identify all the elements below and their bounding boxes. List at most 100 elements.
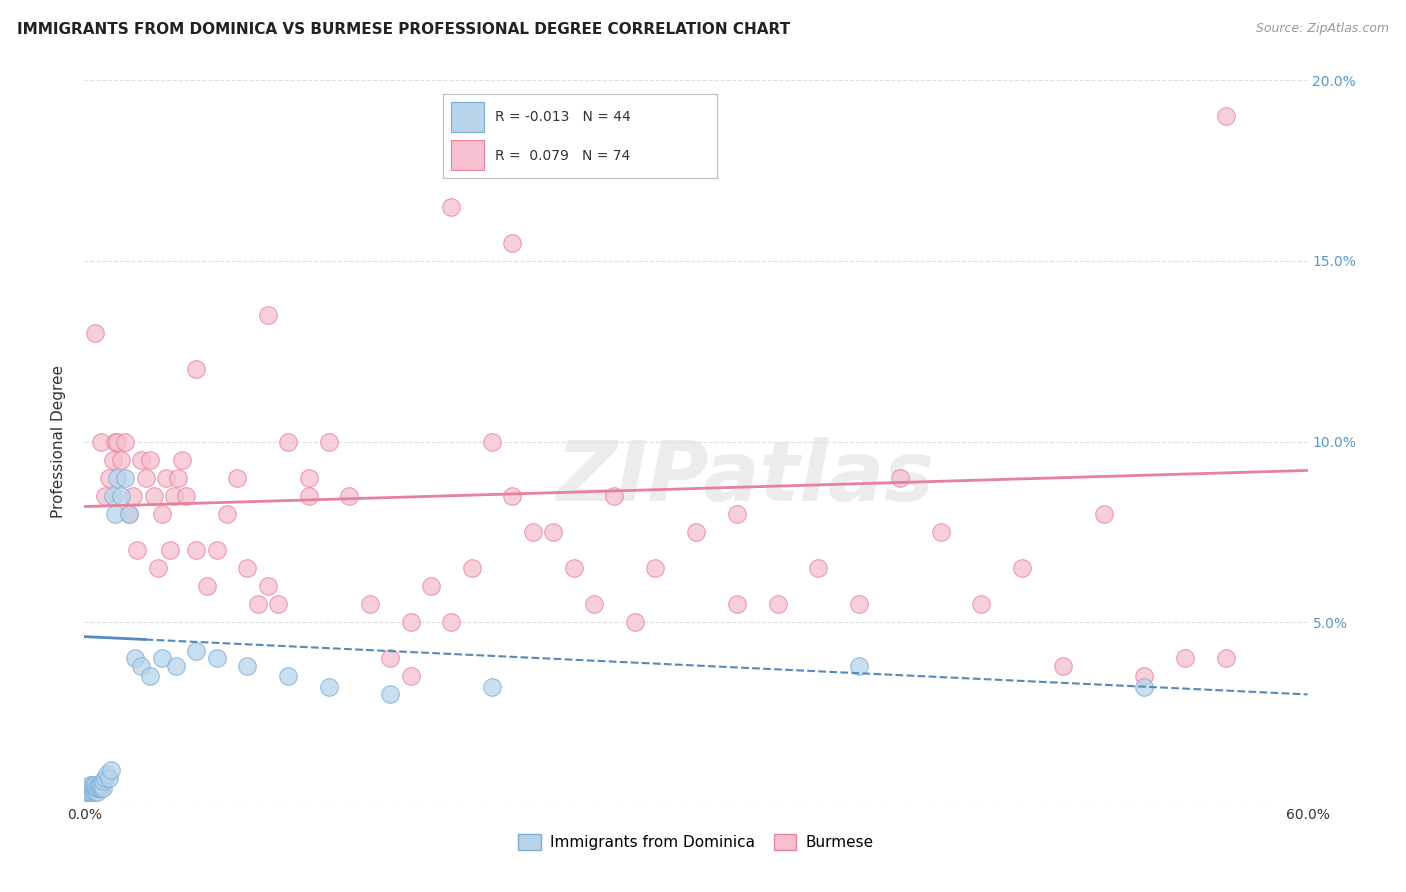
Burmese — [146, 561, 169, 575]
Immigrants from Dominica — [124, 651, 146, 665]
Burmese — [159, 542, 181, 557]
Burmese — [257, 579, 280, 593]
Burmese — [90, 434, 112, 449]
Burmese — [725, 507, 748, 521]
Burmese — [142, 489, 165, 503]
Immigrants from Dominica — [91, 774, 114, 789]
Immigrants from Dominica — [100, 764, 122, 778]
Immigrants from Dominica — [318, 680, 340, 694]
Burmese — [1215, 109, 1237, 123]
Burmese — [562, 561, 585, 575]
Burmese — [644, 561, 666, 575]
Burmese — [155, 471, 177, 485]
Burmese — [83, 326, 105, 340]
Burmese — [298, 489, 321, 503]
Immigrants from Dominica — [87, 778, 110, 792]
Burmese — [186, 362, 208, 376]
Text: R =  0.079   N = 74: R = 0.079 N = 74 — [495, 149, 630, 162]
Immigrants from Dominica — [91, 781, 114, 796]
Burmese — [277, 434, 299, 449]
Immigrants from Dominica — [75, 785, 97, 799]
Burmese — [583, 597, 606, 611]
Text: ZIPatlas: ZIPatlas — [555, 437, 934, 518]
Immigrants from Dominica — [131, 658, 153, 673]
Burmese — [131, 452, 153, 467]
Burmese — [1052, 658, 1074, 673]
Burmese — [246, 597, 269, 611]
Burmese — [267, 597, 290, 611]
Burmese — [1011, 561, 1033, 575]
Burmese — [970, 597, 993, 611]
Immigrants from Dominica — [97, 771, 120, 785]
Immigrants from Dominica — [138, 669, 160, 683]
Burmese — [359, 597, 381, 611]
Immigrants from Dominica — [205, 651, 228, 665]
Burmese — [93, 489, 115, 503]
Immigrants from Dominica — [79, 785, 101, 799]
Burmese — [502, 235, 524, 250]
Immigrants from Dominica — [1133, 680, 1156, 694]
Burmese — [195, 579, 218, 593]
Burmese — [543, 524, 565, 539]
Immigrants from Dominica — [104, 507, 127, 521]
Immigrants from Dominica — [114, 471, 136, 485]
Immigrants from Dominica — [150, 651, 173, 665]
Immigrants from Dominica — [77, 781, 100, 796]
Burmese — [122, 489, 145, 503]
Burmese — [172, 452, 194, 467]
Burmese — [522, 524, 544, 539]
Immigrants from Dominica — [82, 781, 104, 796]
Immigrants from Dominica — [90, 778, 112, 792]
Text: R = -0.013   N = 44: R = -0.013 N = 44 — [495, 111, 631, 124]
Burmese — [1174, 651, 1197, 665]
Text: Source: ZipAtlas.com: Source: ZipAtlas.com — [1256, 22, 1389, 36]
Burmese — [127, 542, 149, 557]
Immigrants from Dominica — [165, 658, 187, 673]
Y-axis label: Professional Degree: Professional Degree — [51, 365, 66, 518]
Burmese — [929, 524, 952, 539]
Bar — [451, 140, 484, 169]
Burmese — [420, 579, 443, 593]
Burmese — [399, 669, 422, 683]
Burmese — [889, 471, 911, 485]
Burmese — [603, 489, 626, 503]
Burmese — [101, 452, 124, 467]
Immigrants from Dominica — [105, 471, 128, 485]
Burmese — [174, 489, 197, 503]
Immigrants from Dominica — [79, 778, 101, 792]
Burmese — [257, 308, 280, 322]
Burmese — [217, 507, 239, 521]
Burmese — [624, 615, 647, 630]
Burmese — [167, 471, 190, 485]
Burmese — [339, 489, 361, 503]
Immigrants from Dominica — [86, 781, 108, 796]
Burmese — [186, 542, 208, 557]
Burmese — [1092, 507, 1115, 521]
Burmese — [1133, 669, 1156, 683]
Legend: Immigrants from Dominica, Burmese: Immigrants from Dominica, Burmese — [512, 829, 880, 856]
Immigrants from Dominica — [82, 785, 104, 799]
Immigrants from Dominica — [481, 680, 503, 694]
Immigrants from Dominica — [93, 771, 115, 785]
Immigrants from Dominica — [83, 785, 105, 799]
Immigrants from Dominica — [848, 658, 870, 673]
Immigrants from Dominica — [77, 785, 100, 799]
Burmese — [114, 434, 136, 449]
Immigrants from Dominica — [101, 489, 124, 503]
Burmese — [440, 200, 463, 214]
Burmese — [163, 489, 186, 503]
Burmese — [440, 615, 463, 630]
Burmese — [807, 561, 830, 575]
Immigrants from Dominica — [87, 781, 110, 796]
Text: IMMIGRANTS FROM DOMINICA VS BURMESE PROFESSIONAL DEGREE CORRELATION CHART: IMMIGRANTS FROM DOMINICA VS BURMESE PROF… — [17, 22, 790, 37]
Burmese — [461, 561, 484, 575]
Immigrants from Dominica — [96, 767, 118, 781]
Burmese — [1215, 651, 1237, 665]
Immigrants from Dominica — [118, 507, 141, 521]
Burmese — [318, 434, 340, 449]
Burmese — [205, 542, 228, 557]
Immigrants from Dominica — [277, 669, 299, 683]
Immigrants from Dominica — [79, 781, 101, 796]
Immigrants from Dominica — [110, 489, 132, 503]
Burmese — [135, 471, 157, 485]
